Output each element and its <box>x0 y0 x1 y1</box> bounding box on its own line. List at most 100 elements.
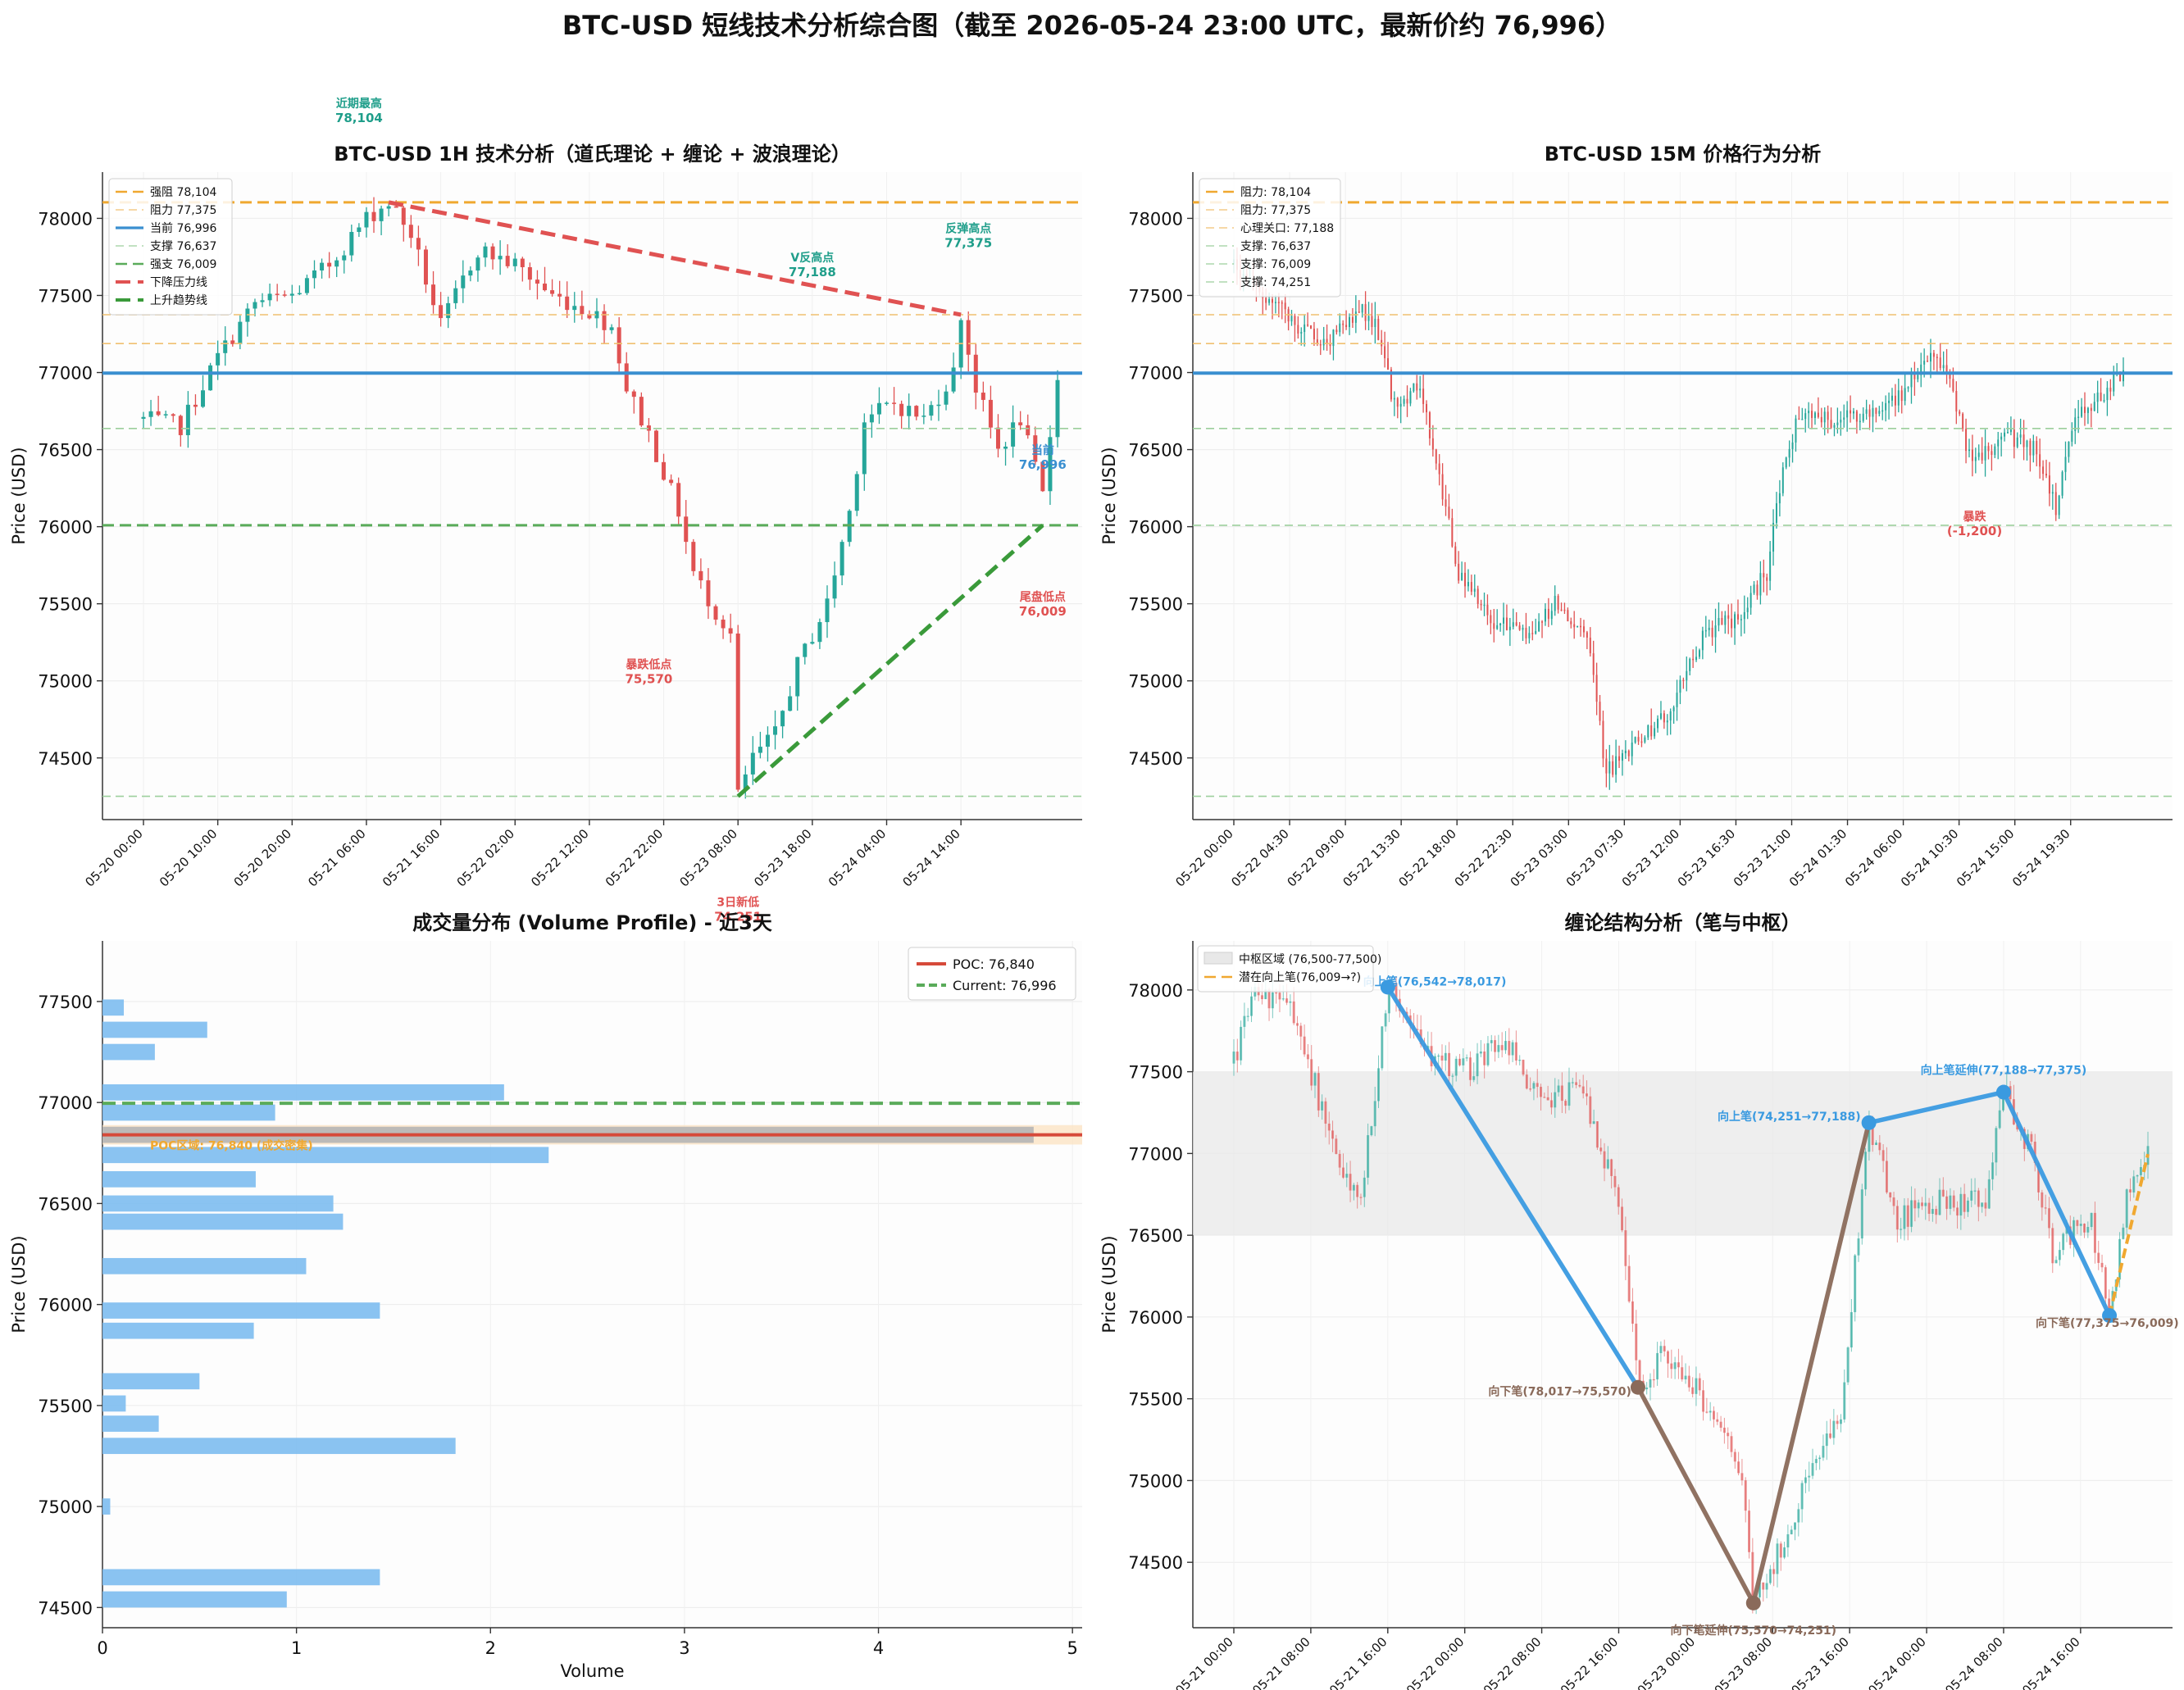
candle-body <box>639 397 644 426</box>
candle-body <box>1647 725 1649 738</box>
candle-body <box>2062 1233 2065 1251</box>
y-tick-label: 76000 <box>38 518 93 538</box>
candle-body <box>1470 582 1472 592</box>
candle-body <box>2123 370 2124 382</box>
x-tick-label: 05-22 00:00 <box>1404 1634 1467 1690</box>
candle-body <box>1476 1053 1479 1077</box>
candle-body <box>357 227 362 232</box>
bi-vertex <box>1630 1379 1645 1395</box>
candle-body <box>1635 1324 1638 1361</box>
candle-body <box>1966 1200 1969 1212</box>
candle-body <box>2016 437 2018 447</box>
candle-body <box>1712 1411 1715 1420</box>
candle-body <box>1422 388 1425 404</box>
candle-body <box>1377 1068 1381 1102</box>
candle-body <box>1714 625 1717 638</box>
x-tick-label: 4 <box>873 1638 884 1658</box>
candle-body <box>1581 1086 1585 1094</box>
x-tick-label: 05-24 14:00 <box>899 826 962 889</box>
candle-body <box>1904 388 1906 402</box>
candle-body <box>1959 411 1961 414</box>
candle-body <box>1878 411 1881 414</box>
volume-bar <box>102 1257 307 1274</box>
candle-body <box>735 634 740 790</box>
candle-body <box>1793 1522 1796 1530</box>
candle-body <box>1721 617 1723 625</box>
candle-body <box>1592 653 1595 675</box>
candle-body <box>416 238 421 250</box>
candle-body <box>907 406 912 416</box>
candle-body <box>1677 1362 1680 1368</box>
candle-body <box>1313 1073 1317 1086</box>
candle-body <box>1736 614 1739 620</box>
candle-body <box>2039 454 2041 467</box>
candle-body <box>364 211 369 228</box>
candle-body <box>565 296 570 311</box>
candle-body <box>1277 302 1280 303</box>
x-tick-label: 5 <box>1067 1638 1077 1658</box>
bi-end-label: 向下笔(77,375→76,009) <box>2036 1316 2179 1330</box>
candle-body <box>208 365 213 391</box>
y-tick-label: 77500 <box>38 286 93 306</box>
candle-body <box>1399 403 1402 407</box>
candle-body <box>1682 679 1685 682</box>
annotation-label: 3日新低 <box>717 895 759 909</box>
candle-body <box>2083 1224 2086 1233</box>
candle-body <box>1670 1363 1673 1370</box>
candle-body <box>543 284 548 291</box>
candle-body <box>1998 1110 2001 1129</box>
candle-body <box>1617 1187 1620 1207</box>
bi-segment <box>1751 1122 1872 1604</box>
candle-body <box>602 311 607 330</box>
candle-body <box>1711 627 1713 638</box>
candle-body <box>2042 466 2045 475</box>
volume-bar <box>102 1322 254 1339</box>
candle-body <box>1638 1360 1641 1381</box>
candle-body <box>1451 1075 1454 1077</box>
plot-background <box>1193 941 2173 1628</box>
candle-body <box>1317 1073 1320 1111</box>
bi-segment <box>1868 1089 2004 1125</box>
candle-body <box>817 622 822 643</box>
candle-body <box>483 246 488 258</box>
candle-body <box>1396 398 1399 407</box>
candle-body <box>216 352 221 366</box>
candle-body <box>1011 422 1016 447</box>
candle-body <box>1310 1059 1313 1086</box>
candle-body <box>1823 411 1826 423</box>
candle-body <box>1790 1529 1793 1535</box>
candle-body <box>1393 398 1395 400</box>
x-tick-label: 05-22 22:00 <box>603 826 666 889</box>
candle-body <box>1290 316 1293 322</box>
candle-body <box>1387 358 1390 370</box>
candle-body <box>1843 1382 1846 1420</box>
candle-body <box>1808 1475 1811 1478</box>
candle-body <box>1885 402 1887 411</box>
candle-body <box>1737 1461 1740 1474</box>
candle-body <box>1621 753 1623 761</box>
candle-body <box>1531 633 1534 634</box>
candle-body <box>1349 316 1351 328</box>
candle-body <box>1716 1419 1719 1422</box>
candle-body <box>1839 1419 1842 1424</box>
candle-body <box>572 306 577 311</box>
candle-body <box>1285 998 1289 1003</box>
candle-body <box>1955 391 1958 412</box>
annotation-label: 暴跌低点 <box>625 658 671 672</box>
bi-vertex <box>1861 1115 1877 1130</box>
x-tick-label: 05-23 16:30 <box>1675 826 1738 889</box>
candle-body <box>580 306 585 315</box>
candle-body <box>1409 391 1412 404</box>
candle-body <box>1335 329 1338 333</box>
candle-body <box>869 414 874 423</box>
candle-body <box>1426 403 1428 413</box>
candle-body <box>1511 1042 1514 1056</box>
candle-body <box>825 598 830 623</box>
candle-body <box>1528 633 1531 638</box>
candle-body <box>1927 1202 1931 1214</box>
candle-body <box>1820 416 1822 423</box>
candle-body <box>1779 1543 1782 1558</box>
x-tick-label: 05-22 13:30 <box>1340 826 1403 889</box>
y-tick-label: 76000 <box>38 1296 93 1315</box>
candle-body <box>2073 1220 2076 1245</box>
